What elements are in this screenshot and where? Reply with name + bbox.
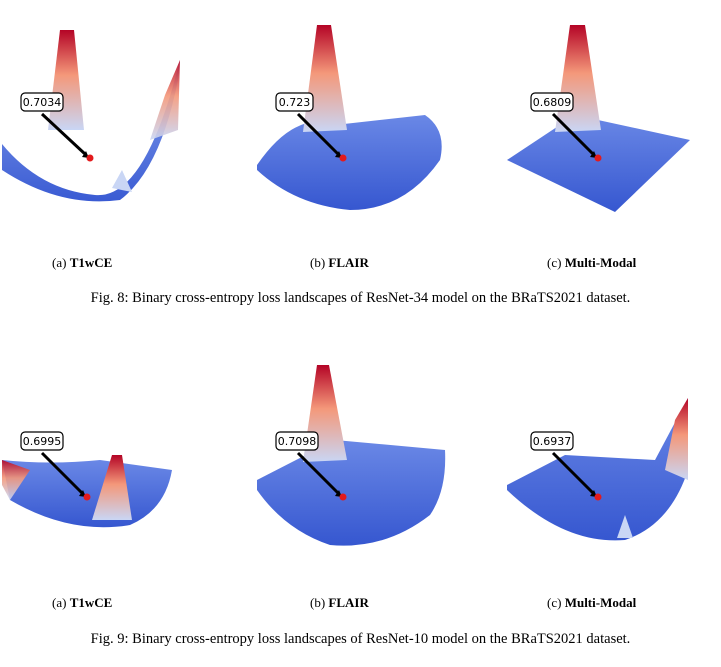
fig9-panel-c-annotation: 0.6937: [530, 431, 602, 501]
arrow-line: [40, 112, 87, 156]
fig9-subcaption-a: (a) T1wCE: [52, 595, 112, 611]
subcaption-name: Multi-Modal: [564, 595, 637, 610]
value-label: 0.7034: [23, 96, 62, 109]
value-label: 0.7098: [278, 435, 317, 448]
fig8-panel-a-annotation: 0.7034: [20, 92, 94, 162]
arrow-line: [296, 451, 340, 495]
subcaption-prefix: (b): [310, 255, 326, 270]
fig9-panel-c-plot: [505, 360, 695, 560]
minimum-marker: [339, 154, 347, 162]
arrow-line: [551, 112, 595, 156]
subcaption-prefix: (a): [52, 595, 67, 610]
subcaption-prefix: (c): [547, 595, 562, 610]
loss-surface: [507, 398, 688, 541]
fig8-subcaption-b: (b) FLAIR: [310, 255, 369, 271]
value-box: [275, 431, 319, 451]
subcaption-prefix: (c): [547, 255, 562, 270]
loss-surface: [507, 115, 690, 212]
fig9-subcaption-c: (c) Multi-Modal: [547, 595, 636, 611]
fig8-caption: Fig. 8: Binary cross-entropy loss landsc…: [90, 290, 631, 306]
fig9-panel-b-annotation: 0.7098: [275, 431, 347, 501]
value-box: [20, 431, 64, 451]
loss-surface: [257, 440, 446, 546]
fig8-subcaption-c: (c) Multi-Modal: [547, 255, 636, 271]
fig9-subcaption-b: (b) FLAIR: [310, 595, 369, 611]
subcaption-name: T1wCE: [69, 595, 113, 610]
arrow-line: [296, 112, 340, 156]
subcaption-name: FLAIR: [328, 255, 369, 270]
fig8-panel-b-annotation: 0.723: [275, 92, 347, 162]
fig8-panel-c-annotation: 0.6809: [530, 92, 602, 162]
surface-bump: [617, 515, 633, 538]
arrow-line: [551, 451, 595, 495]
value-box: [530, 92, 574, 112]
minimum-marker: [86, 154, 94, 162]
minimum-marker: [83, 493, 91, 501]
surface-peak: [303, 25, 347, 132]
subcaption-name: FLAIR: [328, 595, 369, 610]
fig9-panel-a-annotation: 0.6995: [20, 431, 91, 501]
surface-peak: [150, 60, 180, 140]
fig9-caption: Fig. 9: Binary cross-entropy loss landsc…: [90, 631, 631, 647]
value-label: 0.723: [279, 96, 311, 109]
loss-surface: [257, 115, 442, 210]
value-label: 0.6995: [23, 435, 62, 448]
surface-peak: [2, 460, 30, 500]
value-box: [275, 92, 314, 112]
surface-bump: [112, 170, 132, 192]
surface-peak: [92, 455, 132, 520]
subcaption-prefix: (b): [310, 595, 326, 610]
fig8-panel-b-plot: [255, 20, 455, 220]
surface-peak: [665, 398, 688, 480]
minimum-marker: [594, 154, 602, 162]
value-label: 0.6937: [533, 435, 572, 448]
subcaption-prefix: (a): [52, 255, 67, 270]
arrow-line: [40, 451, 84, 495]
subcaption-name: T1wCE: [69, 255, 113, 270]
value-box: [20, 92, 64, 112]
value-label: 0.6809: [533, 96, 572, 109]
fig8-subcaption-a: (a) T1wCE: [52, 255, 112, 271]
subcaption-name: Multi-Modal: [564, 255, 637, 270]
minimum-marker: [594, 493, 602, 501]
value-box: [530, 431, 574, 451]
minimum-marker: [339, 493, 347, 501]
